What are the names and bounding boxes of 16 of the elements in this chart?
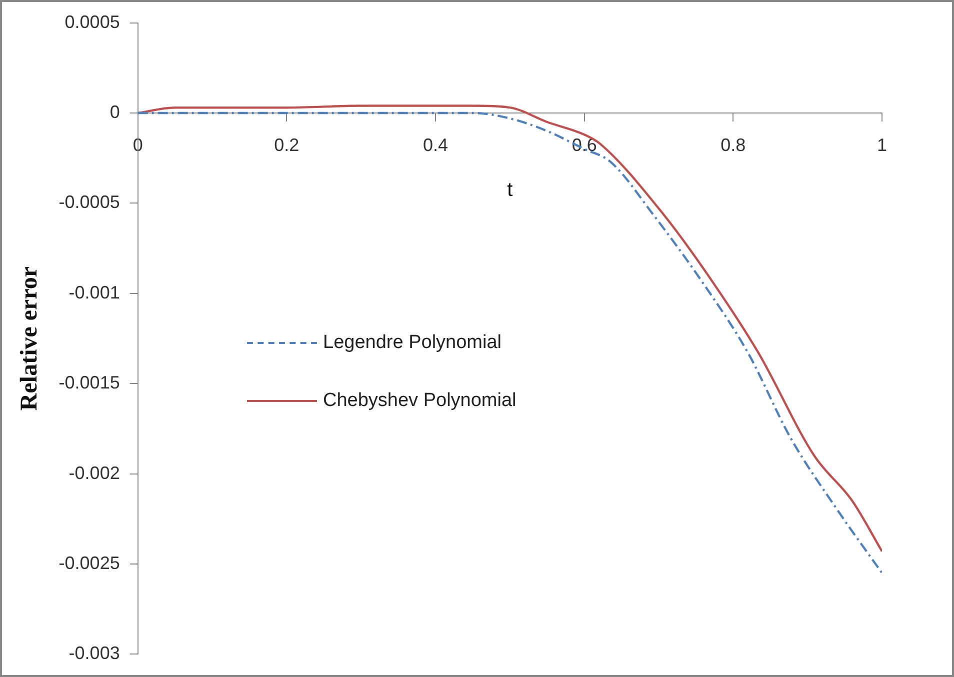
y-tick-label: -0.001: [68, 282, 120, 302]
legend-label: Legendre Polynomial: [323, 332, 502, 354]
x-axis-title: t: [507, 179, 514, 202]
y-tick-label: -0.003: [68, 643, 120, 664]
x-tick-label: 0.4: [422, 134, 448, 155]
x-tick-label: 0.8: [720, 134, 746, 155]
x-tick-label: 0.2: [274, 134, 300, 155]
y-tick-label: -0.002: [68, 462, 120, 483]
y-tick-label: 0.0005: [64, 12, 120, 32]
legend-label: Chebyshev Polynomial: [323, 390, 516, 412]
y-tick-label: -0.0025: [58, 552, 120, 573]
y-axis-title: Relative error: [16, 266, 43, 411]
y-tick-label: -0.0015: [58, 372, 120, 393]
y-tick-label: -0.0005: [58, 192, 120, 212]
x-tick-label: 1: [876, 134, 888, 155]
y-tick-label: 0: [110, 102, 120, 122]
